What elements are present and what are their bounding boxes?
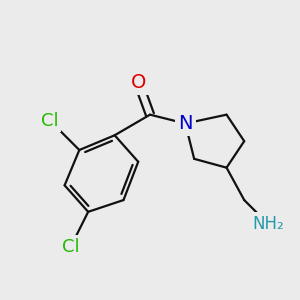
Text: N: N [178, 114, 193, 133]
Text: Cl: Cl [41, 112, 59, 130]
Text: NH₂: NH₂ [252, 214, 284, 232]
Text: O: O [130, 73, 146, 92]
Text: Cl: Cl [62, 238, 79, 256]
